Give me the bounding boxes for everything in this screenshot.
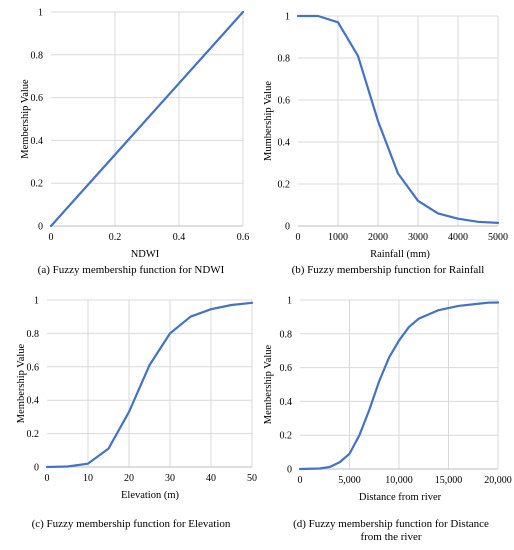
rainfall-xtick-label: 5000 [488, 232, 508, 243]
elevation-xtick-label: 30 [165, 473, 175, 484]
ndwi-xtick-label: 0 [49, 232, 54, 243]
rainfall-ytick-label: 0.2 [278, 180, 291, 191]
caption-distance: (d) Fuzzy membership function for Distan… [293, 518, 489, 543]
distance-ytick-label: 1 [287, 296, 292, 307]
elevation-xtick-label: 10 [83, 473, 93, 484]
distance-ytick-label: 0.2 [280, 431, 293, 442]
caption-elevation: (c) Fuzzy membership function for Elevat… [31, 518, 231, 530]
chart-rainfall: 0 1000 2000 3000 4000 5000 0 0.2 0.4 0.6 0.8 1 Rainf… [255, 0, 514, 285]
rainfall-xtick-label: 3000 [408, 232, 428, 243]
elevation-ytick-label: 0 [34, 463, 39, 474]
chart-distance: 0 5,000 10,000 15,000 20,000 0 0.2 0.4 0.6 0.8 1 Di… [255, 288, 514, 550]
ndwi-ytick-label: 0.4 [31, 136, 44, 147]
elevation-xtick-label: 40 [206, 473, 216, 484]
elevation-series-line [45, 301, 254, 469]
distance-ytick-label: 0.4 [280, 397, 293, 408]
ndwi-ytick-label: 0 [38, 222, 43, 233]
distance-xtick-label: 5,000 [338, 475, 361, 486]
distance-xtick-label: 0 [298, 475, 303, 486]
caption-ndwi: (a) Fuzzy membership function for NDWI [37, 264, 225, 276]
elevation-ytick-label: 0.4 [27, 396, 40, 407]
distance-xtick-label: 15,000 [435, 475, 463, 486]
distance-xtick-label: 20,000 [484, 475, 512, 486]
chart-distance-svg: 0 5,000 10,000 15,000 20,000 0 0.2 0.4 0.6 0.8 1 Di… [263, 296, 512, 504]
chart-elevation: 0 10 20 30 40 50 0 0.2 0.4 0.6 0.8 1 Elevation (m) Me… [0, 288, 260, 550]
rainfall-ytick-label: 0.4 [278, 138, 291, 149]
elevation-xtick-label: 0 [45, 473, 50, 484]
elevation-ytick-label: 0.6 [27, 362, 40, 373]
rainfall-x-axis-title: Rainfall (mm) [370, 249, 430, 260]
elevation-ytick-label: 0.2 [27, 429, 40, 440]
rainfall-ytick-label: 1 [285, 12, 290, 23]
distance-series-line [298, 301, 500, 471]
chart-rainfall-svg: 0 1000 2000 3000 4000 5000 0 0.2 0.4 0.6 0.8 1 Rainf… [263, 12, 508, 261]
chart-ndwi: 0 0.2 0.4 0.6 0 0.2 0.4 0.6 0.8 1 NDWI Membership V… [0, 0, 260, 285]
distance-ytick-label: 0 [287, 465, 292, 476]
ndwi-xtick-label: 0.6 [237, 232, 250, 243]
elevation-y-axis-title: Membership Value [16, 343, 27, 423]
elevation-ytick-label: 0.8 [27, 329, 40, 340]
distance-ytick-label: 0.8 [280, 329, 293, 340]
ndwi-xtick-label: 0.2 [109, 232, 122, 243]
rainfall-series-line [296, 14, 500, 224]
chart-elevation-svg: 0 10 20 30 40 50 0 0.2 0.4 0.6 0.8 1 Elevation (m) Me… [16, 296, 257, 502]
ndwi-ytick-label: 0.8 [31, 50, 44, 61]
caption-rainfall: (b) Fuzzy membership function for Rainfa… [291, 264, 485, 276]
distance-ytick-label: 0.6 [280, 363, 293, 374]
ndwi-x-axis-title: NDWI [131, 249, 160, 260]
rainfall-xtick-label: 1000 [328, 232, 348, 243]
ndwi-y-axis-title: Membership Value [20, 79, 31, 159]
ndwi-series-line [49, 10, 245, 228]
ndwi-ytick-label: 1 [38, 8, 43, 19]
rainfall-xtick-label: 4000 [448, 232, 468, 243]
ndwi-ytick-label: 0.6 [31, 93, 44, 104]
rainfall-y-axis-title: Mumbership Value [263, 81, 274, 161]
elevation-x-axis-title: Elevation (m) [121, 490, 180, 501]
distance-x-axis-title: Distance from river [359, 492, 442, 503]
distance-xtick-label: 10,000 [385, 475, 413, 486]
elevation-xtick-label: 20 [124, 473, 134, 484]
rainfall-ytick-label: 0 [285, 222, 290, 233]
elevation-ytick-label: 1 [34, 296, 39, 307]
chart-ndwi-svg: 0 0.2 0.4 0.6 0 0.2 0.4 0.6 0.8 1 NDWI Membership V… [20, 8, 250, 261]
distance-y-axis-title: Membership Value [263, 344, 274, 424]
elevation-xtick-label: 50 [247, 473, 257, 484]
rainfall-ytick-label: 0.8 [278, 54, 291, 65]
ndwi-xtick-label: 0.4 [173, 232, 186, 243]
rainfall-xtick-label: 2000 [368, 232, 388, 243]
rainfall-ytick-label: 0.6 [278, 96, 291, 107]
rainfall-xtick-label: 0 [296, 232, 301, 243]
ndwi-ytick-label: 0.2 [31, 179, 44, 190]
